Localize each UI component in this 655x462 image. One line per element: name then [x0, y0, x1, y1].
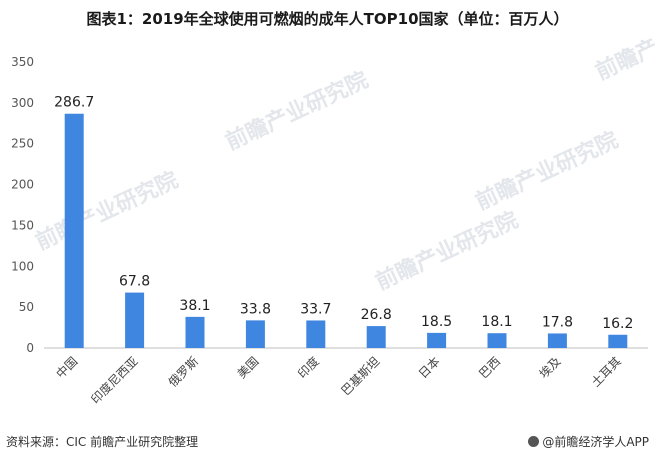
bar [245, 320, 265, 348]
value-label: 33.7 [300, 301, 331, 317]
category-label: 日本 [416, 354, 443, 381]
category-label: 印度尼西亚 [88, 354, 141, 407]
watermark-text: 前瞻产业研究院 [592, 0, 655, 85]
value-label: 18.1 [481, 314, 512, 330]
value-label: 67.8 [119, 274, 150, 290]
watermark-text: 前瞻产业研究院 [472, 127, 623, 216]
bar-series [64, 113, 628, 348]
y-tick-label: 350 [11, 55, 34, 69]
bar [487, 333, 507, 348]
y-tick-label: 200 [11, 178, 34, 192]
watermark-text: 前瞻产业研究院 [222, 67, 373, 156]
category-label: 土耳其 [589, 354, 624, 389]
category-label: 俄罗斯 [166, 354, 201, 389]
category-labels: 中国 印度尼西亚 俄罗斯 美国 印度 巴基斯坦 日本 巴西 埃及 土耳其 [53, 354, 624, 407]
y-tick-label: 100 [11, 259, 34, 273]
category-label: 印度 [294, 354, 322, 382]
y-tick-label: 0 [26, 341, 34, 355]
chart-title: 图表1：2019年全球使用可燃烟的成年人TOP10国家（单位：百万人） [86, 10, 569, 28]
category-label: 美国 [235, 354, 262, 381]
source-note: 资料来源：CIC 前瞻产业研究院整理 [6, 435, 199, 449]
value-label: 16.2 [602, 316, 633, 332]
brand-label: @前瞻经济学人APP [542, 435, 649, 449]
category-label: 巴西 [476, 354, 503, 381]
bar [547, 333, 567, 348]
y-axis: 0 50 100 150 200 250 300 350 [11, 55, 34, 355]
y-tick-label: 50 [19, 300, 34, 314]
bar [608, 334, 628, 348]
value-label: 17.8 [542, 314, 573, 330]
y-tick-label: 250 [11, 137, 34, 151]
category-label: 中国 [53, 354, 81, 382]
bar [125, 292, 145, 348]
bar [64, 113, 84, 348]
brand-credit: @前瞻经济学人APP [528, 433, 649, 450]
watermark-text: 前瞻产业研究院 [32, 167, 183, 256]
y-tick-label: 300 [11, 96, 34, 110]
value-label: 18.5 [421, 314, 452, 330]
bar [185, 316, 205, 348]
value-label: 26.8 [361, 307, 392, 323]
y-tick-label: 150 [11, 218, 34, 232]
category-label: 巴基斯坦 [338, 354, 382, 398]
watermark-text: 前瞻产业研究院 [372, 207, 523, 296]
value-label: 286.7 [54, 95, 94, 111]
brand-logo-icon [528, 436, 540, 447]
bar [306, 320, 326, 348]
value-labels: 286.7 67.8 38.1 33.8 33.7 26.8 18.5 18.1 17.8 16.… [54, 95, 633, 332]
category-label: 埃及 [537, 354, 564, 381]
bar [366, 326, 386, 348]
value-label: 33.8 [240, 301, 271, 317]
bar [427, 332, 447, 348]
value-label: 38.1 [179, 298, 210, 314]
